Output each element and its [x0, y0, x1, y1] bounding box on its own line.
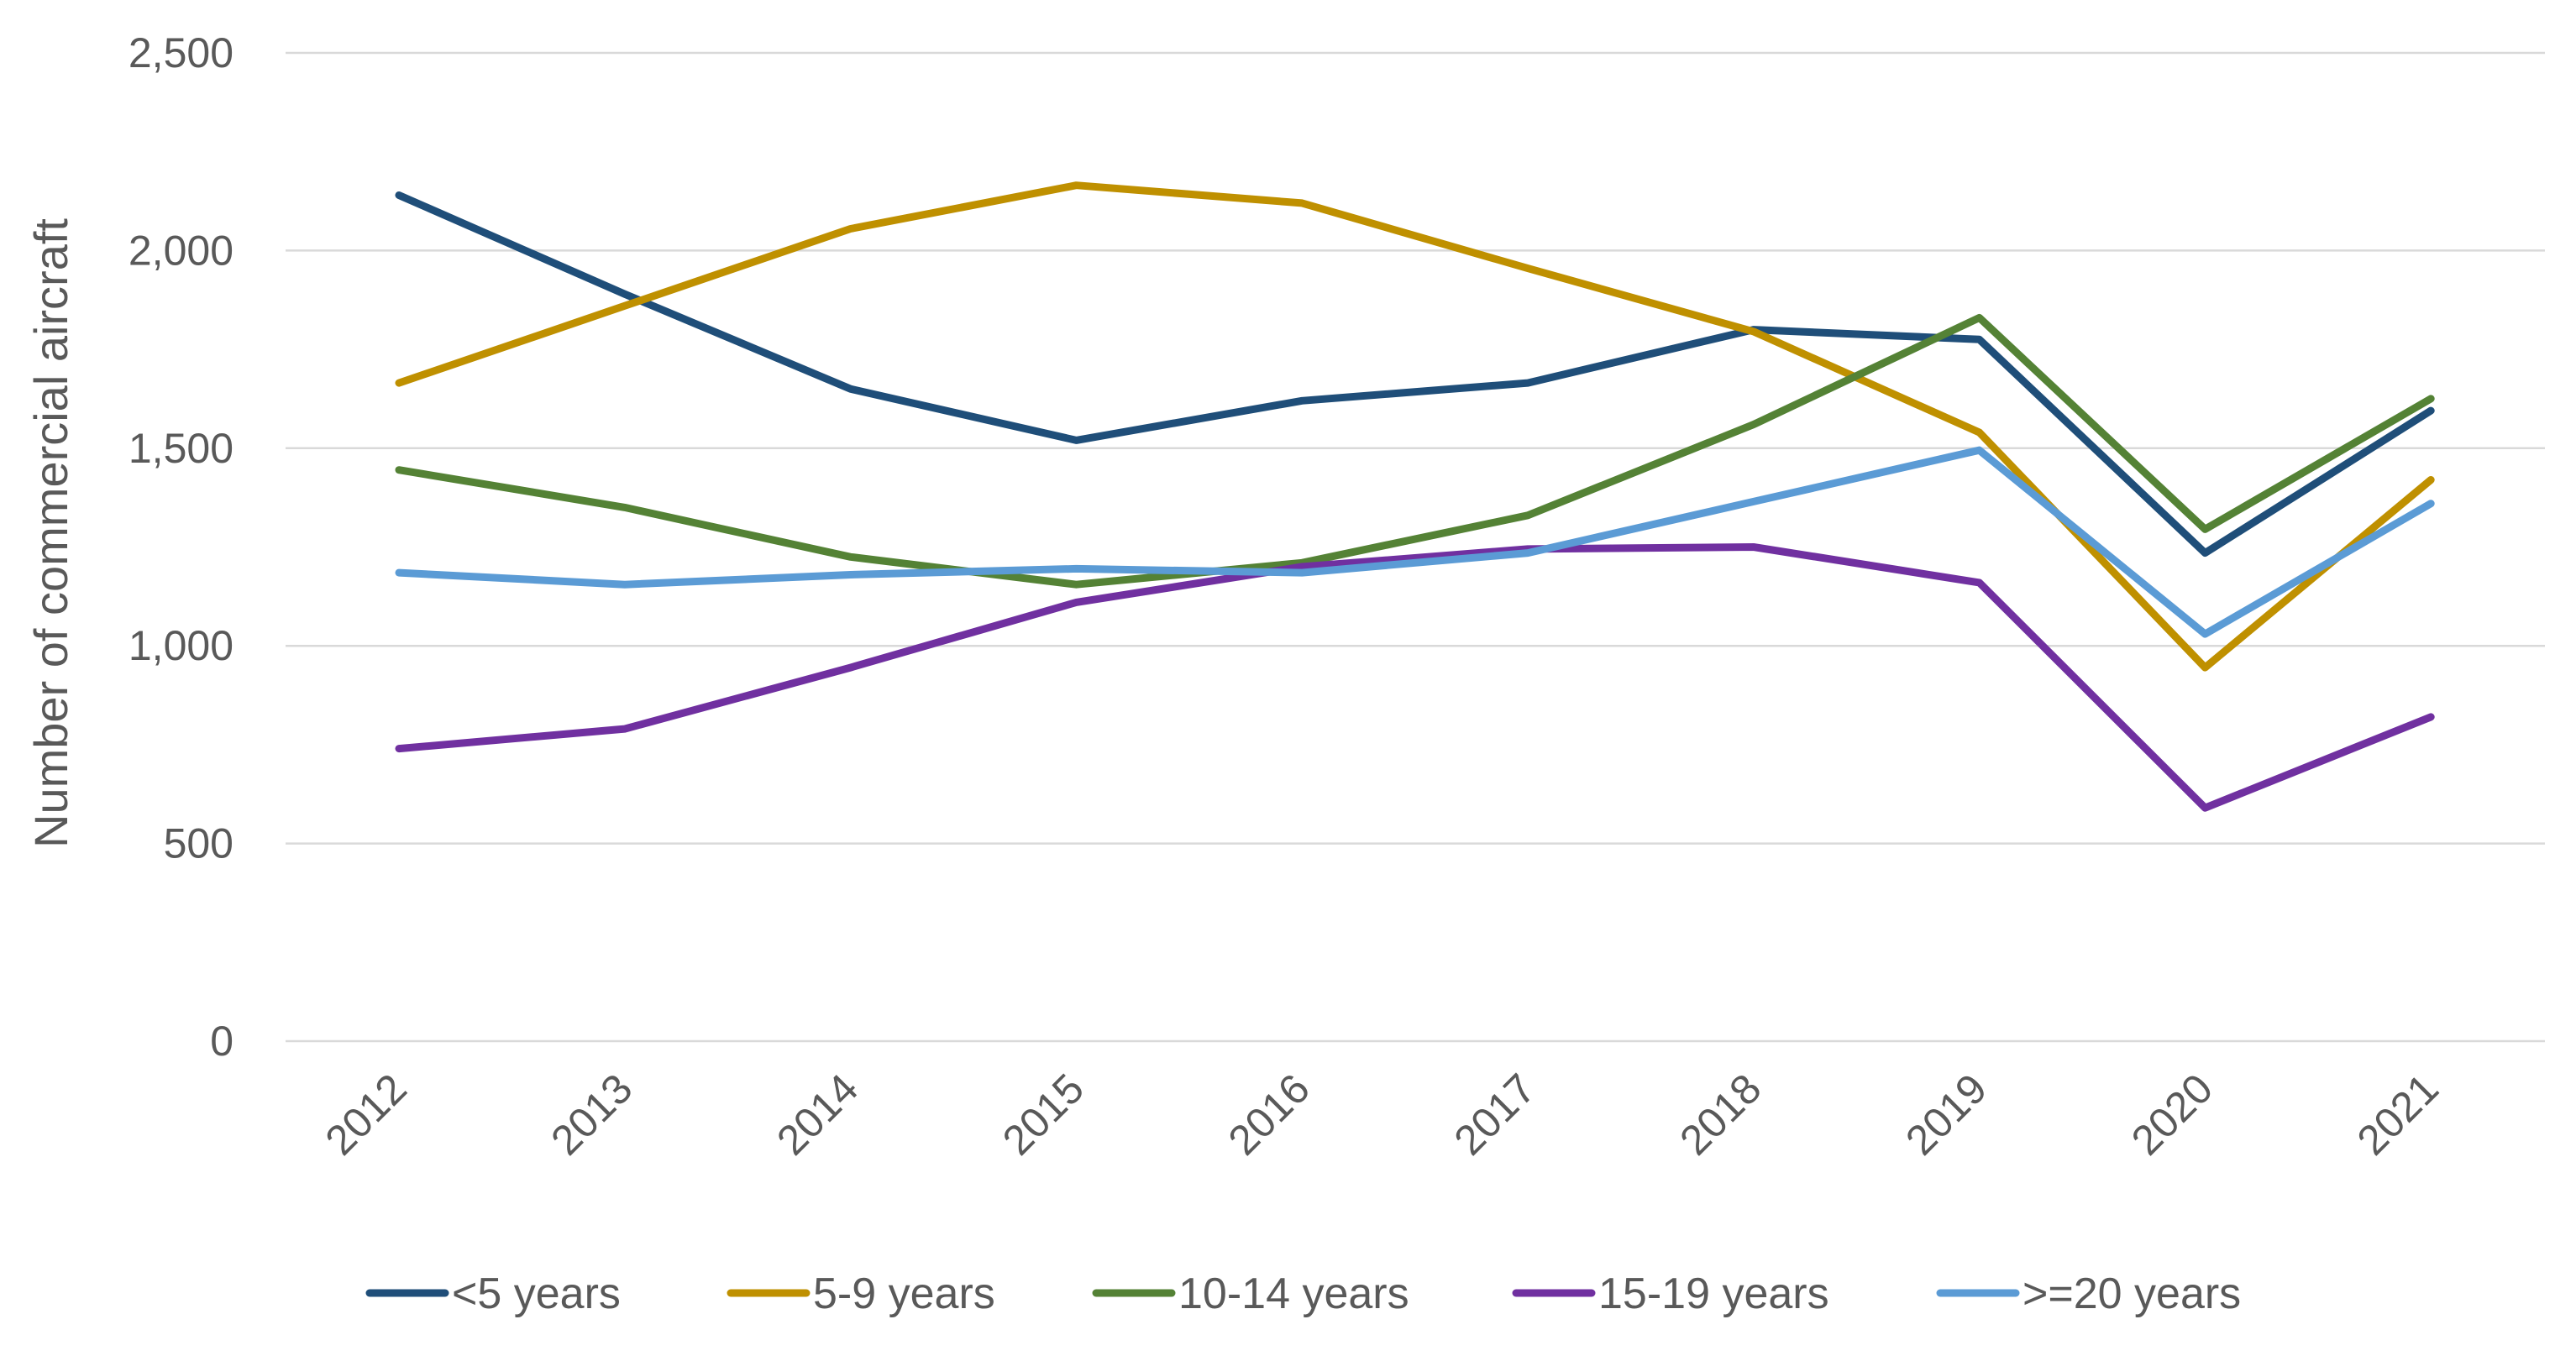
y-tick-label: 0 [210, 1018, 233, 1065]
legend-label-2: 10-14 years [1178, 1270, 1409, 1318]
x-axis-ticks: 2012 2013 2014 2015 2016 2017 2018 2019 2020 2021 [317, 1065, 2447, 1164]
y-axis-title: Number of commercial aircraft [24, 218, 77, 848]
legend-label-3: 15-19 years [1598, 1270, 1829, 1318]
series-lines [395, 181, 2435, 812]
x-tick-label: 2018 [1671, 1065, 1770, 1164]
series-line-3 [395, 543, 2435, 812]
x-tick-label: 2013 [542, 1065, 641, 1164]
legend-label-0: <5 years [452, 1270, 621, 1318]
series-line-1 [395, 181, 2435, 672]
x-tick-label: 2012 [317, 1065, 416, 1164]
y-tick-label: 1,000 [129, 622, 233, 669]
x-tick-label: 2020 [2122, 1065, 2222, 1164]
series-line-0 [395, 191, 2435, 558]
y-axis-ticks: 0 500 1,000 1,500 2,000 2,500 [129, 29, 233, 1065]
x-tick-label: 2016 [1220, 1065, 1319, 1164]
x-tick-label: 2019 [1897, 1065, 1996, 1164]
gridlines [286, 51, 2545, 1043]
legend: <5 years 5-9 years 10-14 years 15-19 years >… [365, 1270, 2241, 1318]
legend-label-4: >=20 years [2023, 1270, 2241, 1318]
legend-label-1: 5-9 years [813, 1270, 995, 1318]
x-tick-label: 2014 [768, 1065, 867, 1164]
y-tick-label: 2,000 [129, 227, 233, 274]
series-line-2 [395, 313, 2435, 589]
x-tick-label: 2021 [2348, 1065, 2447, 1164]
x-tick-label: 2015 [994, 1065, 1093, 1164]
y-tick-label: 500 [164, 820, 233, 867]
series-line-4 [395, 446, 2435, 638]
x-tick-label: 2017 [1445, 1065, 1545, 1164]
y-tick-label: 1,500 [129, 425, 233, 472]
y-tick-label: 2,500 [129, 29, 233, 76]
